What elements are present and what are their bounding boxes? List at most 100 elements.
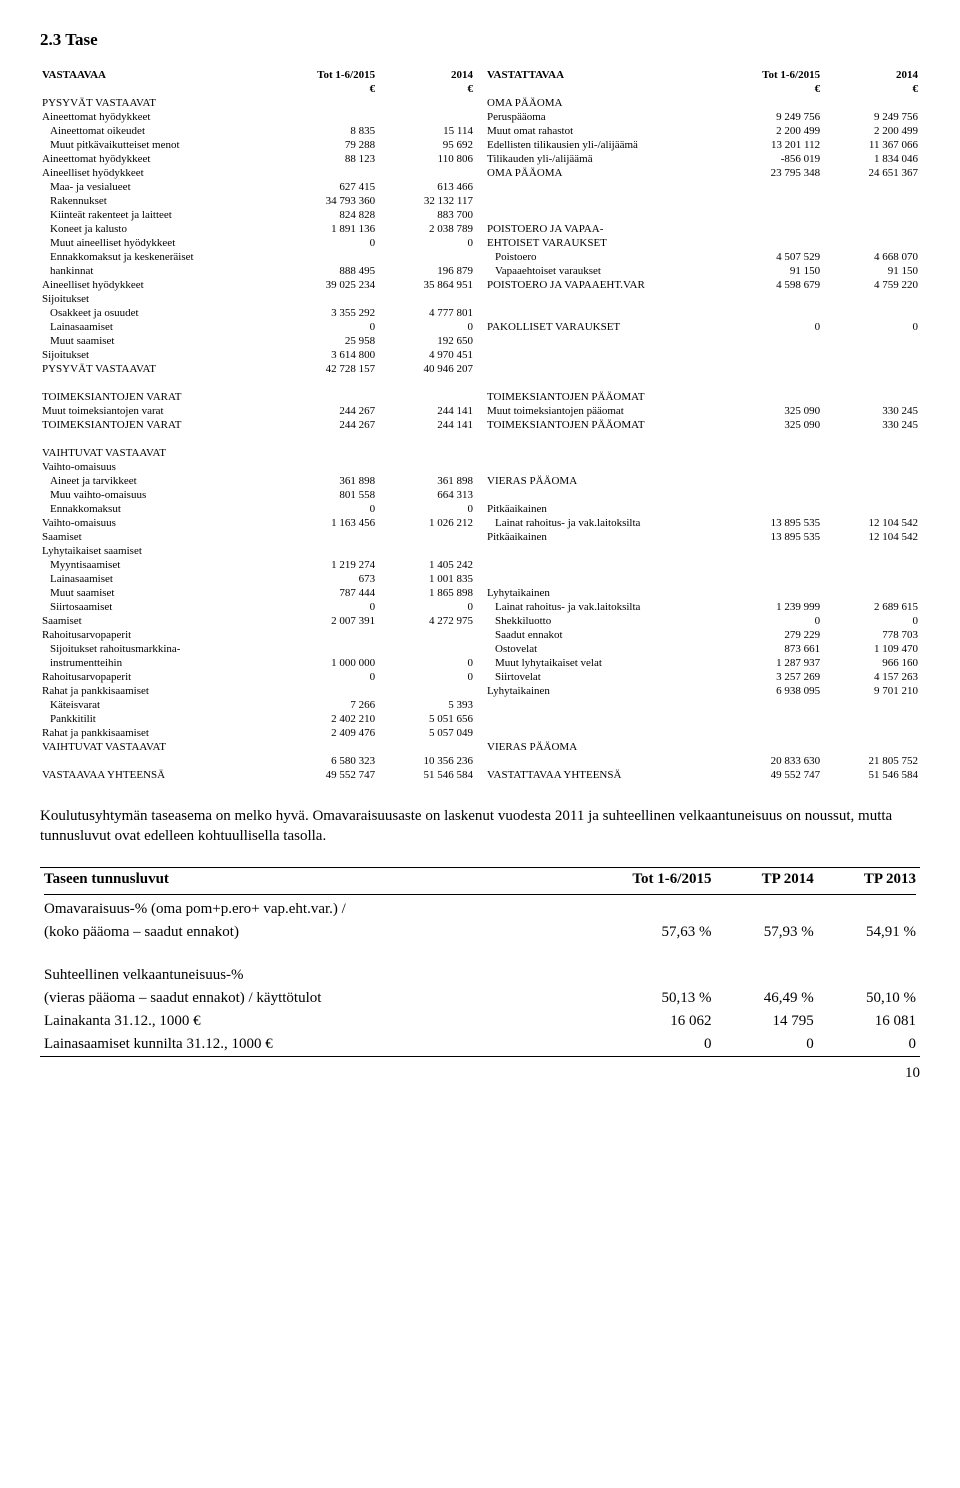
row-value: 673 [279, 572, 377, 586]
spacer-row [485, 488, 920, 502]
metrics-row-value: 54,91 % [818, 921, 920, 944]
spacer-row [485, 292, 920, 306]
spacer-row [485, 334, 920, 348]
row-label: Saamiset [40, 614, 279, 628]
metrics-row-value: 0 [567, 1033, 715, 1056]
metrics-header-col2: TP 2014 [715, 868, 817, 891]
metrics-row-label: Suhteellinen velkaantuneisuus-% [40, 964, 567, 987]
row-value: 613 466 [377, 180, 475, 194]
row-value: 42 728 157 [279, 362, 377, 376]
row-value [724, 222, 822, 236]
row-value [377, 642, 475, 656]
row-label: POISTOERO JA VAPAA- [485, 222, 724, 236]
assets-table: VASTAAVAA Tot 1-6/2015 2014 € € PYSYVÄT … [40, 68, 475, 782]
spacer-row [485, 306, 920, 320]
row-label: Rahat ja pankkisaamiset [40, 726, 279, 740]
row-value: 4 507 529 [724, 250, 822, 264]
row-value [279, 642, 377, 656]
spacer-row [485, 180, 920, 194]
row-value: 79 288 [279, 138, 377, 152]
metrics-row-value: 57,63 % [567, 921, 715, 944]
row-value: 0 [822, 614, 920, 628]
metrics-row-label: Lainasaamiset kunnilta 31.12., 1000 € [40, 1033, 567, 1056]
row-value: 6 580 323 [279, 754, 377, 768]
spacer-row [40, 376, 475, 390]
commentary-paragraph: Koulutusyhtymän taseasema on melko hyvä.… [40, 806, 920, 847]
row-label: VAIHTUVAT VASTAAVAT [40, 446, 279, 460]
row-value [279, 684, 377, 698]
metrics-row-label: (vieras pääoma – saadut ennakot) / käytt… [40, 987, 567, 1010]
row-value: 325 090 [724, 404, 822, 418]
row-value [377, 446, 475, 460]
row-value: 627 415 [279, 180, 377, 194]
row-value [724, 474, 822, 488]
row-value: 966 160 [822, 656, 920, 670]
assets-header-col1: Tot 1-6/2015 [279, 68, 377, 82]
row-label: Rahoitusarvopaperit [40, 628, 279, 642]
row-label: PAKOLLISET VARAUKSET [485, 320, 724, 334]
row-value: 32 132 117 [377, 194, 475, 208]
row-label [485, 754, 724, 768]
row-value: 11 367 066 [822, 138, 920, 152]
row-value: 0 [377, 236, 475, 250]
liab-header-col1: Tot 1-6/2015 [724, 68, 822, 82]
row-value: 88 123 [279, 152, 377, 166]
row-value [377, 460, 475, 474]
row-value: 2 007 391 [279, 614, 377, 628]
row-value [279, 628, 377, 642]
row-label: Muut saamiset [40, 586, 279, 600]
row-label: Aineettomat hyödykkeet [40, 110, 279, 124]
spacer-row [485, 544, 920, 558]
liabilities-column: VASTATTAVAA Tot 1-6/2015 2014 € € OMA PÄ… [485, 68, 920, 782]
row-label: VASTATTAVAA YHTEENSÄ [485, 768, 724, 782]
row-label: Pankkitilit [40, 712, 279, 726]
spacer-row [40, 432, 475, 446]
row-value: 0 [377, 670, 475, 684]
row-label: TOIMEKSIANTOJEN PÄÄOMAT [485, 418, 724, 432]
row-label: PYSYVÄT VASTAAVAT [40, 96, 279, 110]
section-heading: 2.3 Tase [40, 30, 920, 50]
row-label: Lainat rahoitus- ja vak.laitoksilta [485, 600, 724, 614]
row-value: 0 [279, 670, 377, 684]
row-value: 873 661 [724, 642, 822, 656]
row-value: 21 805 752 [822, 754, 920, 768]
row-value: 3 355 292 [279, 306, 377, 320]
row-value: 0 [377, 656, 475, 670]
row-value: 0 [279, 600, 377, 614]
currency-symbol: € [822, 82, 920, 96]
row-value [279, 460, 377, 474]
row-value [377, 684, 475, 698]
row-label: OMA PÄÄOMA [485, 96, 724, 110]
row-value: 1 405 242 [377, 558, 475, 572]
row-label: TOIMEKSIANTOJEN VARAT [40, 418, 279, 432]
row-value: 196 879 [377, 264, 475, 278]
row-value [377, 628, 475, 642]
spacer-row [40, 944, 920, 964]
row-value: 1 239 999 [724, 600, 822, 614]
row-value [279, 250, 377, 264]
metrics-row-value: 46,49 % [715, 987, 817, 1010]
row-value: 801 558 [279, 488, 377, 502]
row-value: 244 141 [377, 418, 475, 432]
row-label: Poistoero [485, 250, 724, 264]
row-label: Maa- ja vesialueet [40, 180, 279, 194]
row-value: 0 [724, 320, 822, 334]
row-value: 2 402 210 [279, 712, 377, 726]
row-label: Shekkiluotto [485, 614, 724, 628]
row-value: 2 200 499 [724, 124, 822, 138]
row-value: 5 051 656 [377, 712, 475, 726]
metrics-header-label: Taseen tunnusluvut [40, 868, 567, 891]
row-value: 279 229 [724, 628, 822, 642]
row-value: 0 [377, 502, 475, 516]
row-value: 24 651 367 [822, 166, 920, 180]
row-value: 4 777 801 [377, 306, 475, 320]
row-value [377, 250, 475, 264]
row-label: Muut lyhytaikaiset velat [485, 656, 724, 670]
row-label: Rahat ja pankkisaamiset [40, 684, 279, 698]
metrics-row-label: (koko pääoma – saadut ennakot) [40, 921, 567, 944]
row-value: 91 150 [724, 264, 822, 278]
row-value [377, 110, 475, 124]
row-value: 13 895 535 [724, 530, 822, 544]
row-label: Siirtovelat [485, 670, 724, 684]
spacer-row [485, 432, 920, 446]
